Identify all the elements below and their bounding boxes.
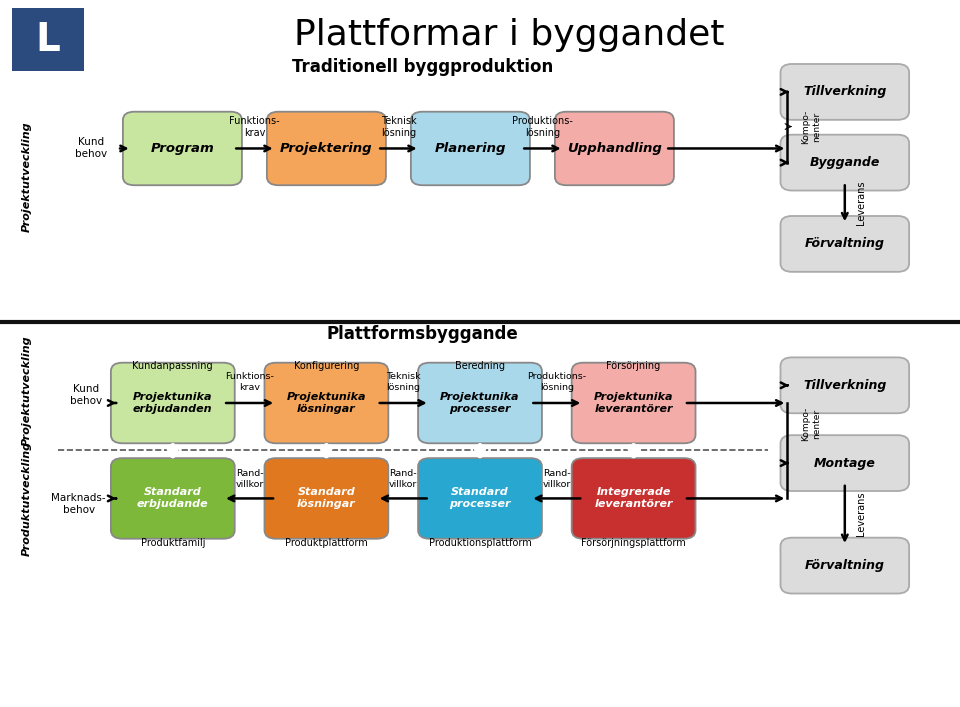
Text: Rand-
villkor: Rand- villkor — [235, 469, 264, 489]
Text: Projektunika
lösningar: Projektunika lösningar — [287, 392, 366, 414]
Text: Kund
behov: Kund behov — [70, 383, 103, 406]
Text: Standard
erbjudande: Standard erbjudande — [137, 487, 208, 510]
Text: Standard
processer: Standard processer — [449, 487, 511, 510]
Text: Leverans: Leverans — [856, 492, 866, 536]
Text: Leverans: Leverans — [856, 181, 866, 225]
Text: Projektutveckling: Projektutveckling — [22, 122, 32, 232]
FancyBboxPatch shape — [572, 458, 695, 539]
Text: Tillverkning: Tillverkning — [804, 379, 886, 392]
FancyBboxPatch shape — [411, 112, 530, 185]
Text: Projektunika
leverantörer: Projektunika leverantörer — [594, 392, 673, 414]
FancyBboxPatch shape — [780, 64, 909, 119]
Text: Kompo-
nenter: Kompo- nenter — [802, 407, 821, 441]
Text: Program: Program — [151, 142, 214, 155]
FancyBboxPatch shape — [572, 363, 695, 443]
Text: Plattformar i byggandet: Plattformar i byggandet — [294, 18, 724, 52]
FancyBboxPatch shape — [111, 363, 234, 443]
Text: Kundanpassning: Kundanpassning — [132, 361, 213, 370]
FancyBboxPatch shape — [780, 436, 909, 491]
Text: Standard
lösningar: Standard lösningar — [297, 487, 356, 510]
Text: Produktfamilj: Produktfamilj — [140, 538, 205, 548]
Text: Förvaltning: Förvaltning — [804, 238, 885, 250]
Text: Projektunika
erbjudanden: Projektunika erbjudanden — [133, 392, 212, 414]
Text: Rand-
villkor: Rand- villkor — [542, 469, 571, 489]
Text: Projektutveckling: Projektutveckling — [22, 335, 32, 445]
FancyBboxPatch shape — [780, 216, 909, 271]
Text: Tillverkning: Tillverkning — [804, 86, 886, 98]
Text: Byggande: Byggande — [809, 156, 880, 169]
Text: Produktions-
lösning: Produktions- lösning — [512, 116, 573, 139]
Text: Konfigurering: Konfigurering — [294, 361, 359, 370]
FancyBboxPatch shape — [12, 8, 84, 71]
Text: Upphandling: Upphandling — [567, 142, 661, 155]
Text: Integrerade
leverantörer: Integrerade leverantörer — [594, 487, 673, 510]
Text: Kompo-
nenter: Kompo- nenter — [802, 110, 821, 144]
Text: Montage: Montage — [814, 457, 876, 469]
Text: Teknisk
lösning: Teknisk lösning — [386, 372, 420, 392]
Text: Projektunika
processer: Projektunika processer — [441, 392, 519, 414]
Text: Funktions-
krav: Funktions- krav — [229, 116, 279, 139]
Text: Marknads-
behov: Marknads- behov — [52, 493, 106, 515]
FancyBboxPatch shape — [780, 134, 909, 190]
Text: Produktionsplattform: Produktionsplattform — [428, 538, 532, 548]
Text: Produktions-
lösning: Produktions- lösning — [527, 372, 587, 392]
FancyBboxPatch shape — [123, 112, 242, 185]
FancyBboxPatch shape — [780, 537, 909, 594]
Text: Försörjningsplattform: Försörjningsplattform — [581, 538, 686, 548]
Text: Traditionell byggproduktion: Traditionell byggproduktion — [292, 58, 553, 76]
Text: Försörjning: Försörjning — [607, 361, 660, 370]
Text: L: L — [36, 21, 60, 59]
Text: Planering: Planering — [435, 142, 506, 155]
FancyBboxPatch shape — [111, 458, 234, 539]
FancyBboxPatch shape — [267, 112, 386, 185]
Text: Produktutveckling: Produktutveckling — [22, 441, 32, 556]
FancyBboxPatch shape — [265, 363, 388, 443]
Text: Teknisk
lösning: Teknisk lösning — [380, 116, 417, 139]
FancyBboxPatch shape — [555, 112, 674, 185]
Text: Förvaltning: Förvaltning — [804, 559, 885, 572]
Text: Projektering: Projektering — [280, 142, 372, 155]
Text: Funktions-
krav: Funktions- krav — [226, 372, 274, 392]
FancyBboxPatch shape — [780, 358, 909, 413]
Text: Plattformsbyggande: Plattformsbyggande — [326, 325, 518, 344]
Text: Beredning: Beredning — [455, 361, 505, 370]
FancyBboxPatch shape — [419, 458, 541, 539]
FancyBboxPatch shape — [419, 363, 541, 443]
FancyBboxPatch shape — [265, 458, 388, 539]
Text: Produktplattform: Produktplattform — [285, 538, 368, 548]
Text: Rand-
villkor: Rand- villkor — [389, 469, 418, 489]
Text: Kund
behov: Kund behov — [75, 137, 108, 160]
